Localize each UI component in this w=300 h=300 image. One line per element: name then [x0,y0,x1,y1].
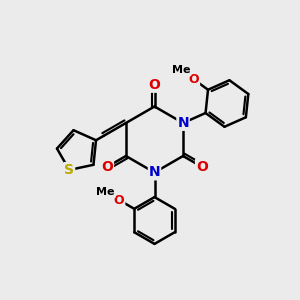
Text: O: O [101,160,113,174]
Text: Me: Me [96,187,115,197]
Text: O: O [196,160,208,174]
Text: Me: Me [172,65,190,75]
Text: N: N [177,116,189,130]
Text: N: N [149,166,160,179]
Text: O: O [189,73,199,86]
Text: O: O [148,78,160,92]
Text: S: S [64,163,74,177]
Text: O: O [114,194,124,207]
